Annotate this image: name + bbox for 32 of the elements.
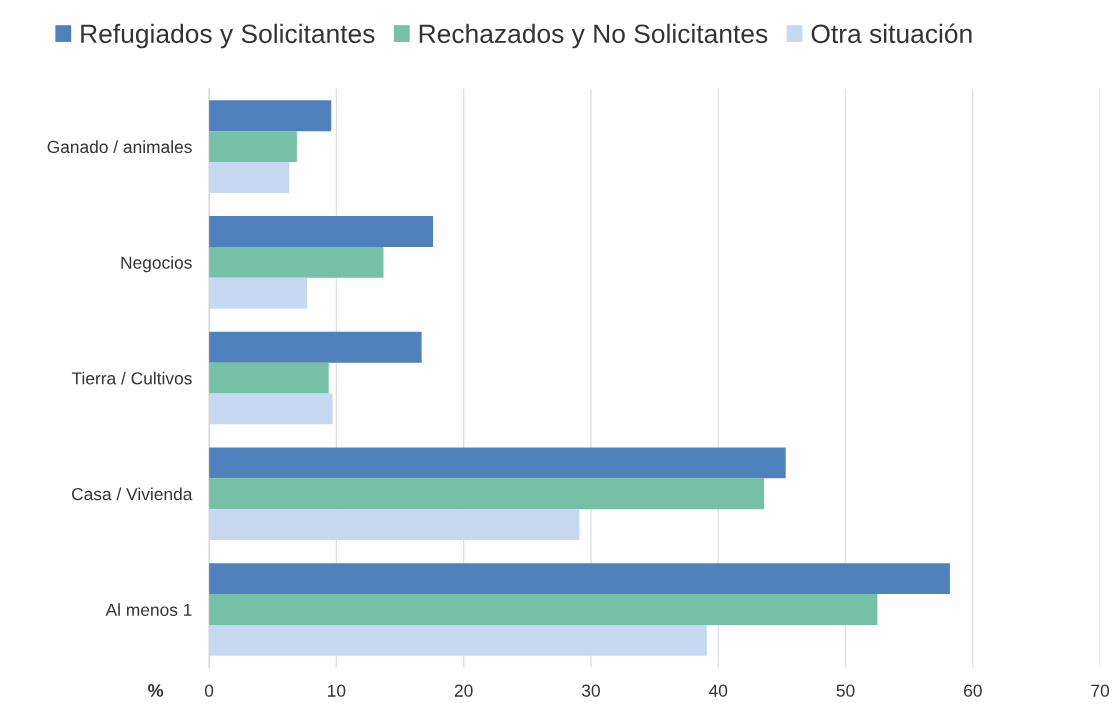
bar [209,478,765,510]
bar [209,362,329,394]
x-tick-label: 60 [964,684,982,697]
y-tick-label: Casa / Vivienda [71,487,193,501]
y-tick-label: Al menos 1 [105,603,192,616]
bar [209,162,290,193]
legend-label: Otra situación [811,23,972,44]
y-tick-label: Ganado / animales [47,140,192,154]
y-tick-label: Negocios [121,256,192,273]
x-tick-label: 50 [836,684,855,697]
x-tick-label: 30 [581,684,600,697]
bar [209,216,434,247]
x-tick-label: 40 [708,684,728,697]
bar [209,393,333,425]
x-tick-label: 20 [454,684,473,697]
bar [209,447,786,479]
x-tick-label: 70 [1091,684,1110,697]
bar [209,509,580,541]
legend-label: Rechazados y No Solicitantes [419,23,768,49]
bar [209,331,422,363]
y-tick-label: Tierra / Cultivos [71,371,192,385]
bar [209,277,308,309]
bar [209,246,384,278]
bar [209,624,707,656]
bar [209,131,297,163]
bar [209,594,878,625]
bar [209,563,950,595]
x-axis-title: % [148,684,164,697]
x-tick-label: 0 [204,684,214,697]
legend-label: Refugiados y Solicitantes [81,23,375,49]
bar [209,100,332,132]
x-tick-label: 10 [328,684,346,697]
